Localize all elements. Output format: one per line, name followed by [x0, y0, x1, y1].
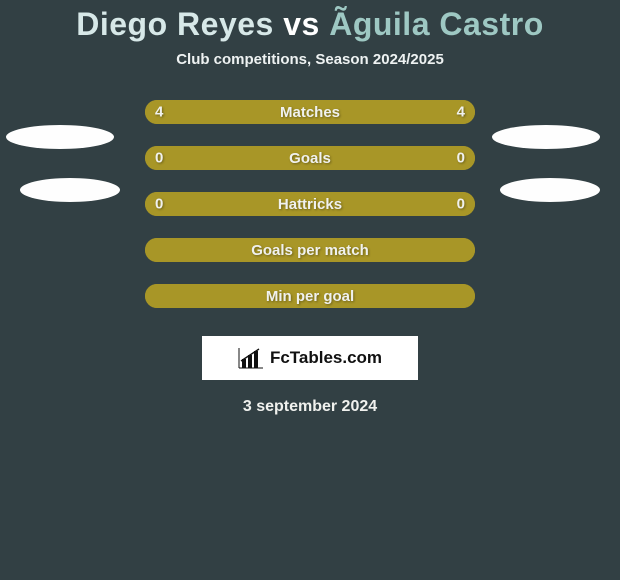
stat-row-2: 00Hattricks	[145, 192, 475, 216]
stat-row-1: 00Goals	[145, 146, 475, 170]
page-title: Diego Reyes vs Ãguila Castro	[0, 0, 620, 43]
date-text: 3 september 2024	[0, 398, 620, 416]
subtitle: Club competitions, Season 2024/2025	[0, 51, 620, 68]
title-player2: Ãguila Castro	[329, 6, 544, 42]
stat-row-0: 44Matches	[145, 100, 475, 124]
logo-text: FcTables.com	[270, 348, 382, 368]
title-player1: Diego Reyes	[76, 6, 274, 42]
side-ellipse-3	[500, 178, 600, 202]
bar-chart-icon	[238, 347, 264, 369]
stat-label: Matches	[145, 104, 475, 121]
stat-row-4: Min per goal	[145, 284, 475, 308]
stat-label: Goals per match	[145, 242, 475, 259]
stat-label: Min per goal	[145, 288, 475, 305]
side-ellipse-2	[20, 178, 120, 202]
stat-row-3: Goals per match	[145, 238, 475, 262]
logo-box: FcTables.com	[202, 336, 418, 380]
side-ellipse-1	[492, 125, 600, 149]
stat-label: Goals	[145, 150, 475, 167]
stat-label: Hattricks	[145, 196, 475, 213]
side-ellipse-0	[6, 125, 114, 149]
title-vs: vs	[283, 6, 320, 42]
